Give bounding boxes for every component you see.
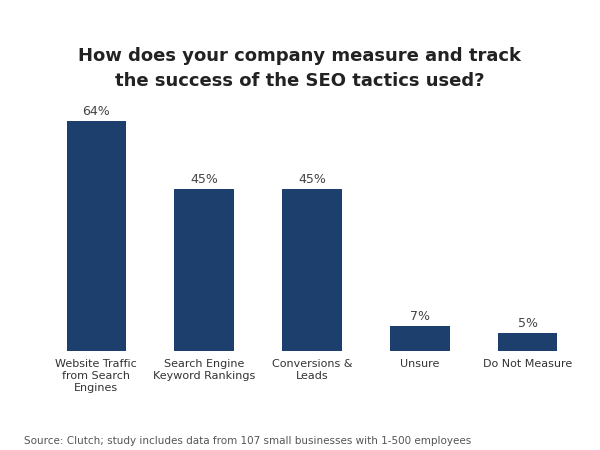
Bar [175, 189, 234, 351]
Bar [283, 189, 341, 351]
Text: 45%: 45% [298, 173, 326, 186]
Text: 45%: 45% [190, 173, 218, 186]
Bar [390, 326, 449, 351]
Text: How does your company measure and track
the success of the SEO tactics used?: How does your company measure and track … [79, 47, 521, 90]
Text: 64%: 64% [82, 105, 110, 118]
Text: Source: Clutch; study includes data from 107 small businesses with 1-500 employe: Source: Clutch; study includes data from… [24, 436, 471, 446]
Text: 7%: 7% [410, 310, 430, 323]
Bar [498, 333, 557, 351]
Bar [67, 121, 126, 351]
Text: 5%: 5% [518, 317, 538, 330]
